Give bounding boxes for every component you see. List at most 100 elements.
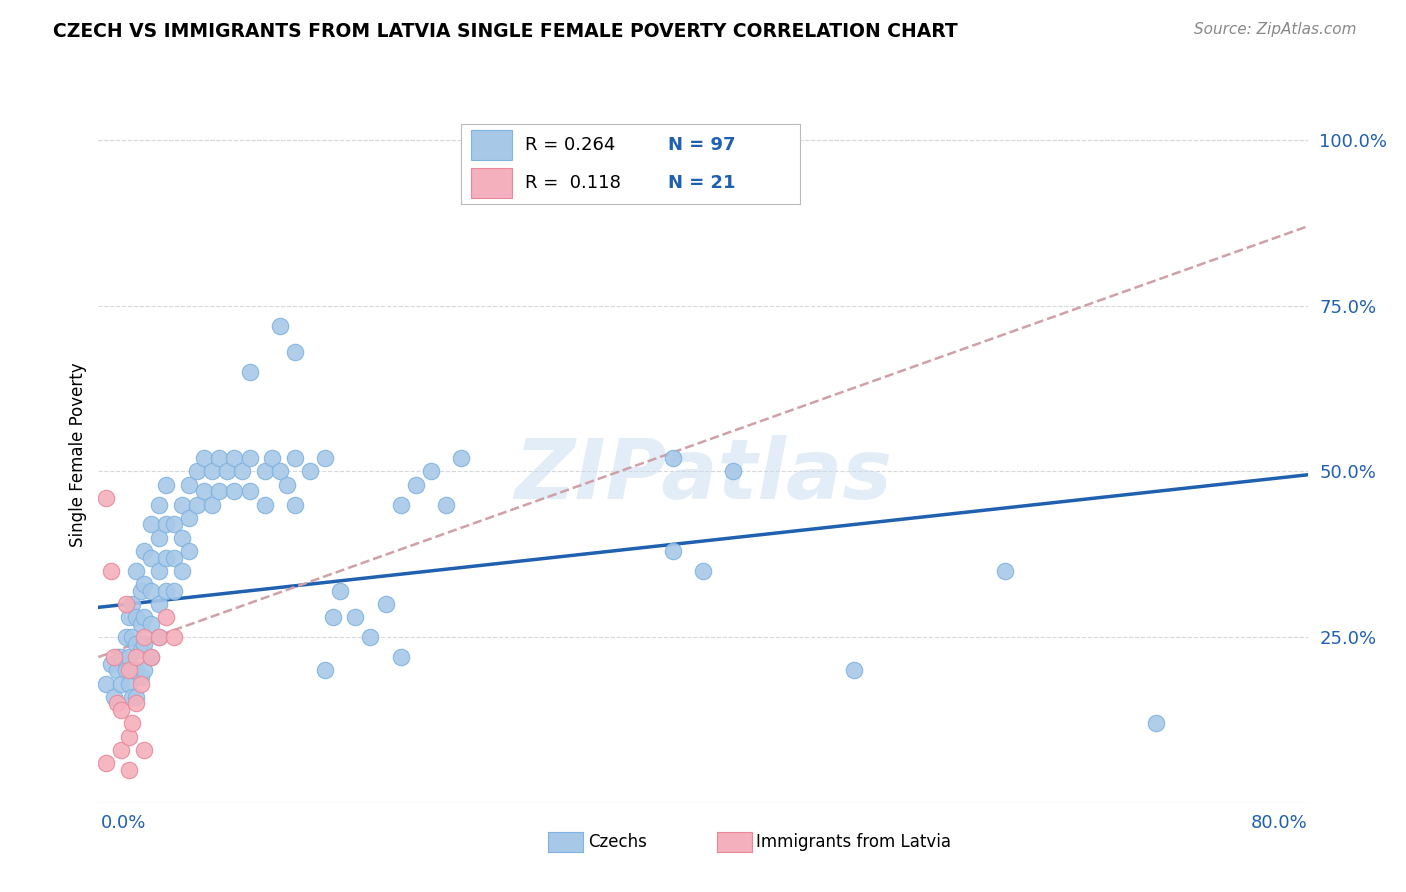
Point bbox=[118, 763, 141, 777]
Point bbox=[276, 477, 298, 491]
Point bbox=[329, 583, 352, 598]
Point bbox=[253, 498, 276, 512]
Point bbox=[129, 583, 152, 598]
Point bbox=[434, 498, 457, 512]
Point bbox=[994, 564, 1017, 578]
Point bbox=[141, 650, 163, 665]
Point bbox=[231, 465, 253, 479]
Point bbox=[105, 663, 128, 677]
Point bbox=[389, 498, 412, 512]
Point bbox=[103, 650, 125, 665]
Point bbox=[239, 484, 262, 499]
Point bbox=[269, 465, 291, 479]
Point bbox=[118, 610, 141, 624]
Point bbox=[148, 564, 170, 578]
Text: 80.0%: 80.0% bbox=[1251, 814, 1308, 832]
Point bbox=[121, 663, 143, 677]
Point bbox=[163, 630, 186, 644]
Point bbox=[141, 517, 163, 532]
Point bbox=[262, 451, 284, 466]
Point bbox=[132, 637, 155, 651]
Point bbox=[155, 517, 177, 532]
Point bbox=[239, 451, 262, 466]
Point bbox=[129, 676, 152, 690]
Point bbox=[692, 564, 714, 578]
Text: N = 21: N = 21 bbox=[668, 174, 735, 192]
Point bbox=[121, 690, 143, 704]
Point bbox=[121, 597, 143, 611]
Point bbox=[360, 630, 382, 644]
Point bbox=[419, 465, 441, 479]
Point bbox=[163, 583, 186, 598]
Point bbox=[141, 550, 163, 565]
Point bbox=[100, 657, 122, 671]
Text: N = 97: N = 97 bbox=[668, 136, 735, 154]
Point bbox=[125, 610, 148, 624]
Point bbox=[201, 498, 224, 512]
Text: ZIPatlas: ZIPatlas bbox=[515, 435, 891, 516]
Point bbox=[193, 451, 215, 466]
Point bbox=[284, 451, 307, 466]
Point bbox=[132, 663, 155, 677]
Point bbox=[322, 610, 344, 624]
Point bbox=[132, 544, 155, 558]
Point bbox=[94, 756, 117, 770]
Point bbox=[224, 451, 246, 466]
Point bbox=[132, 630, 155, 644]
Point bbox=[284, 498, 307, 512]
Point bbox=[299, 465, 322, 479]
Point bbox=[148, 531, 170, 545]
Text: R =  0.118: R = 0.118 bbox=[526, 174, 621, 192]
Point bbox=[239, 365, 262, 379]
Text: CZECH VS IMMIGRANTS FROM LATVIA SINGLE FEMALE POVERTY CORRELATION CHART: CZECH VS IMMIGRANTS FROM LATVIA SINGLE F… bbox=[53, 22, 957, 41]
Point bbox=[186, 498, 208, 512]
Point bbox=[118, 730, 141, 744]
Point bbox=[186, 465, 208, 479]
Point bbox=[163, 550, 186, 565]
Point bbox=[121, 630, 143, 644]
Point bbox=[389, 650, 412, 665]
Text: Immigrants from Latvia: Immigrants from Latvia bbox=[756, 833, 952, 851]
Text: 0.0%: 0.0% bbox=[101, 814, 146, 832]
Text: R = 0.264: R = 0.264 bbox=[526, 136, 616, 154]
Point bbox=[374, 597, 396, 611]
Point bbox=[844, 663, 866, 677]
Point bbox=[155, 610, 177, 624]
Y-axis label: Single Female Poverty: Single Female Poverty bbox=[69, 363, 87, 547]
Point bbox=[155, 550, 177, 565]
Point bbox=[224, 484, 246, 499]
Point bbox=[105, 697, 128, 711]
Point bbox=[110, 743, 132, 757]
Point bbox=[661, 451, 683, 466]
Point bbox=[141, 650, 163, 665]
Point bbox=[114, 597, 136, 611]
Point bbox=[94, 491, 117, 505]
Point bbox=[721, 465, 744, 479]
Point bbox=[148, 630, 170, 644]
Point bbox=[132, 610, 155, 624]
Point bbox=[100, 564, 122, 578]
Point bbox=[129, 670, 152, 684]
Point bbox=[155, 583, 177, 598]
Point bbox=[110, 650, 132, 665]
Point bbox=[110, 703, 132, 717]
Point bbox=[118, 650, 141, 665]
Point bbox=[125, 697, 148, 711]
Point bbox=[215, 465, 238, 479]
Text: Source: ZipAtlas.com: Source: ZipAtlas.com bbox=[1194, 22, 1357, 37]
Point bbox=[125, 650, 148, 665]
Point bbox=[94, 676, 117, 690]
Point bbox=[177, 544, 201, 558]
Point bbox=[661, 544, 683, 558]
Point bbox=[121, 716, 143, 731]
Point bbox=[125, 690, 148, 704]
Point bbox=[193, 484, 215, 499]
Point bbox=[450, 451, 472, 466]
Point bbox=[253, 465, 276, 479]
Point bbox=[118, 663, 141, 677]
Point bbox=[118, 676, 141, 690]
Point bbox=[208, 451, 231, 466]
Point bbox=[201, 465, 224, 479]
Bar bbox=[471, 168, 512, 198]
Point bbox=[405, 477, 427, 491]
